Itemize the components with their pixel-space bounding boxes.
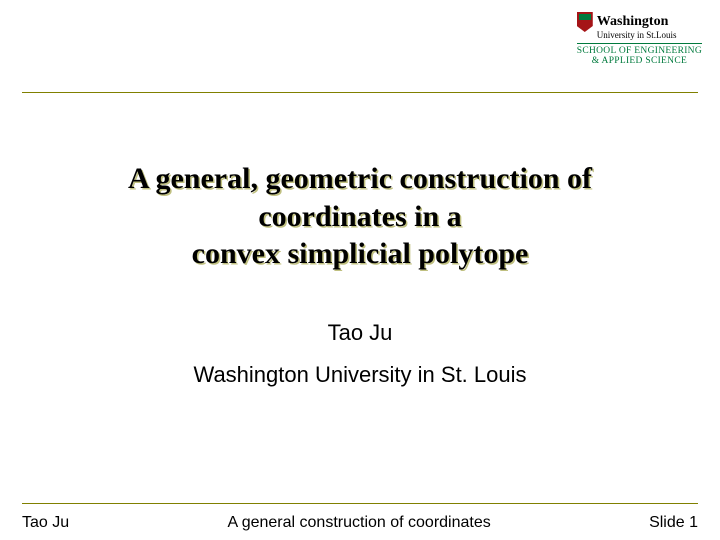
footer-right: Slide 1 bbox=[649, 514, 698, 532]
shield-icon bbox=[577, 12, 593, 32]
title-line1: A general, geometric construction of bbox=[128, 162, 592, 195]
top-divider bbox=[22, 92, 698, 93]
title-line2: coordinates in a bbox=[258, 200, 461, 233]
slide-title: A general, geometric construction of coo… bbox=[58, 160, 662, 273]
university-logo: Washington University in St.Louis SCHOOL… bbox=[577, 12, 702, 66]
footer-left: Tao Ju bbox=[22, 514, 69, 532]
author-name: Tao Ju bbox=[0, 320, 720, 346]
university-name: Washington bbox=[597, 14, 669, 30]
title-line3: convex simplicial polytope bbox=[192, 237, 529, 270]
footer: Tao Ju A general construction of coordin… bbox=[22, 514, 698, 532]
footer-center: A general construction of coordinates bbox=[227, 514, 490, 532]
university-subline: University in St.Louis bbox=[597, 30, 702, 40]
header: Washington University in St.Louis SCHOOL… bbox=[0, 0, 720, 90]
affiliation: Washington University in St. Louis bbox=[0, 362, 720, 388]
school-name: SCHOOL OF ENGINEERING & APPLIED SCIENCE bbox=[577, 43, 702, 66]
bottom-divider bbox=[22, 503, 698, 504]
school-line2: & APPLIED SCIENCE bbox=[592, 56, 687, 66]
title-block: A general, geometric construction of coo… bbox=[0, 160, 720, 273]
author-block: Tao Ju Washington University in St. Loui… bbox=[0, 320, 720, 388]
logo-top-line: Washington bbox=[577, 12, 702, 32]
school-line1: SCHOOL OF ENGINEERING bbox=[577, 46, 702, 56]
